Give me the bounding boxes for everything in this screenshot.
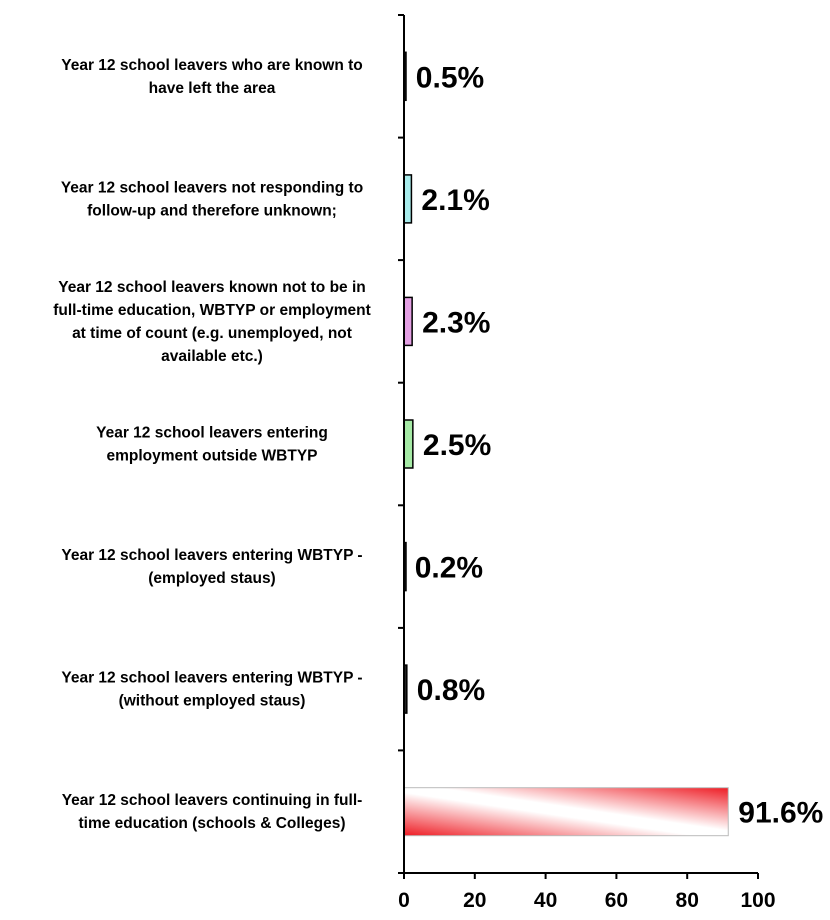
value-label: 2.1% [421, 184, 489, 217]
value-label: 0.8% [417, 674, 485, 707]
category-label: Year 12 school leavers not responding to… [61, 179, 363, 219]
bar [404, 297, 412, 345]
category-label: Year 12 school leavers entering WBTYP -(… [61, 670, 362, 710]
category-label: Year 12 school leavers entering employmen… [96, 425, 328, 465]
bar [404, 420, 413, 468]
category-label: Year 12 school leavers known not to be i… [53, 279, 371, 365]
x-tick-label: 80 [676, 889, 699, 912]
category-label: Year 12 school leavers continuing in ful… [62, 792, 363, 832]
value-label: 2.5% [423, 429, 491, 462]
value-label: 2.3% [422, 306, 490, 339]
x-tick-label: 0 [398, 889, 410, 912]
value-label: 0.5% [416, 61, 484, 94]
x-tick-label: 60 [605, 889, 628, 912]
x-tick-label: 100 [740, 889, 775, 912]
value-label: 0.2% [415, 552, 483, 585]
bar [404, 788, 728, 836]
category-label: Year 12 school leavers entering WBTYP -(… [61, 547, 362, 587]
x-tick-label: 40 [534, 889, 557, 912]
x-tick-label: 20 [463, 889, 486, 912]
bar [404, 175, 411, 223]
value-label: 91.6% [738, 797, 823, 830]
category-label: Year 12 school leavers who are known to h… [61, 57, 363, 97]
